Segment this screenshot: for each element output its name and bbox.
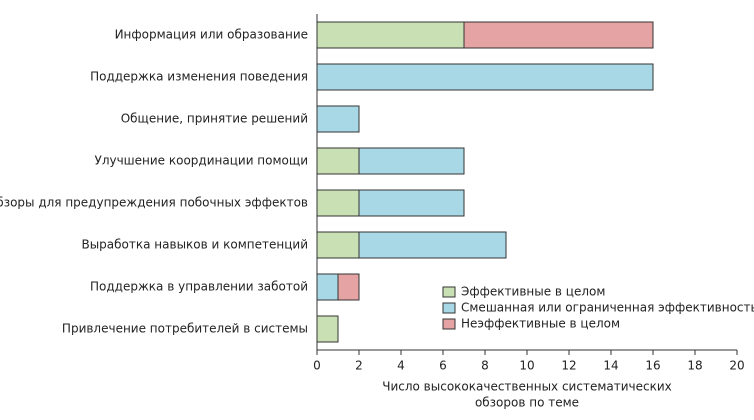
legend-label: Смешанная или ограниченная эффективность [461, 301, 754, 315]
legend-label: Эффективные в целом [461, 285, 605, 299]
x-tick-label: 14 [603, 359, 618, 373]
category-label: Поддержка в управлении заботой [90, 280, 308, 294]
bar-segment [337, 273, 360, 301]
bar-segment [316, 63, 654, 91]
x-tick-label: 2 [355, 359, 363, 373]
legend-swatch [442, 286, 456, 298]
legend-swatch [442, 318, 456, 330]
category-label: Выработка навыков и компетенций [81, 238, 308, 252]
bar-segment [316, 273, 339, 301]
category-label: Общение, принятие решений [121, 112, 308, 126]
bar-segment [316, 21, 465, 49]
x-tick-label: 18 [687, 359, 702, 373]
x-axis-label: Число высококачественных систематических [382, 380, 672, 394]
bar-segment [316, 189, 360, 217]
category-label: Поддержка изменения поведения [90, 70, 308, 84]
x-tick-label: 6 [439, 359, 447, 373]
x-axis-label: обзоров по теме [475, 396, 579, 410]
legend-swatch [442, 302, 456, 314]
bar-segment [316, 105, 360, 133]
x-tick-label: 16 [645, 359, 660, 373]
x-tick-label: 12 [561, 359, 576, 373]
bar-segment [358, 231, 507, 259]
bar-segment [316, 147, 360, 175]
category-label: Информация или образование [115, 28, 308, 42]
x-tick-label: 10 [519, 359, 534, 373]
bar-segment [358, 189, 465, 217]
category-label: Привлечение потребителей в системы [62, 322, 308, 336]
bar-segment [358, 147, 465, 175]
bar-segment [463, 21, 654, 49]
x-tick-label: 4 [397, 359, 405, 373]
legend-label: Неэффективные в целом [461, 317, 620, 331]
x-tick-label: 20 [729, 359, 744, 373]
x-tick-label: 0 [313, 359, 321, 373]
category-label: Улучшение координации помощи [95, 154, 309, 168]
x-tick-label: 8 [481, 359, 489, 373]
category-label: Обзоры для предупреждения побочных эффек… [0, 196, 308, 210]
bar-segment [316, 231, 360, 259]
bar-segment [316, 315, 339, 343]
